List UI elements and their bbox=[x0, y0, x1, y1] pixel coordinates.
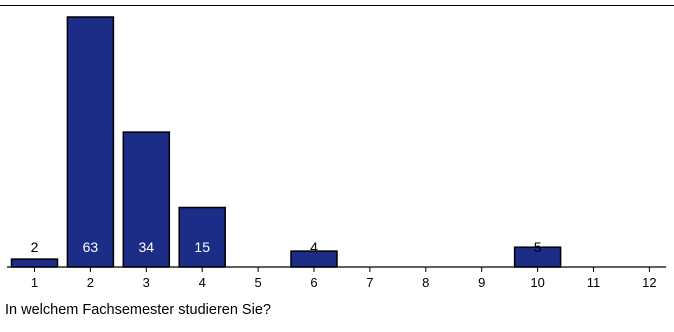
x-tick-label-9: 9 bbox=[478, 275, 485, 290]
x-tick-label-4: 4 bbox=[199, 275, 206, 290]
x-tick-label-10: 10 bbox=[530, 275, 544, 290]
x-tick-label-6: 6 bbox=[310, 275, 317, 290]
chart-title: In welchem Fachsemester studieren Sie? bbox=[5, 302, 271, 318]
bar-2 bbox=[66, 16, 115, 268]
data-label-10: 5 bbox=[534, 239, 542, 255]
x-tick-label-2: 2 bbox=[87, 275, 94, 290]
x-tick-label-11: 11 bbox=[587, 275, 601, 290]
bars-layer bbox=[10, 16, 562, 268]
data-label-6: 4 bbox=[310, 239, 318, 255]
x-tick-label-7: 7 bbox=[366, 275, 373, 290]
x-tick-label-5: 5 bbox=[254, 275, 261, 290]
x-ticks-layer: 1 2 3 4 5 6 7 8 9 10 11 12 bbox=[31, 267, 657, 290]
data-label-3: 34 bbox=[139, 239, 155, 255]
x-tick-label-8: 8 bbox=[422, 275, 429, 290]
bar-4 bbox=[178, 206, 226, 268]
x-tick-label-3: 3 bbox=[143, 275, 150, 290]
bar-1 bbox=[10, 258, 59, 268]
data-labels-layer: 2 63 34 15 4 5 bbox=[31, 239, 542, 255]
data-label-4: 15 bbox=[194, 239, 210, 255]
x-tick-label-1: 1 bbox=[31, 275, 38, 290]
data-label-1: 2 bbox=[31, 239, 39, 255]
x-tick-label-12: 12 bbox=[642, 275, 656, 290]
data-label-2: 63 bbox=[83, 239, 99, 255]
